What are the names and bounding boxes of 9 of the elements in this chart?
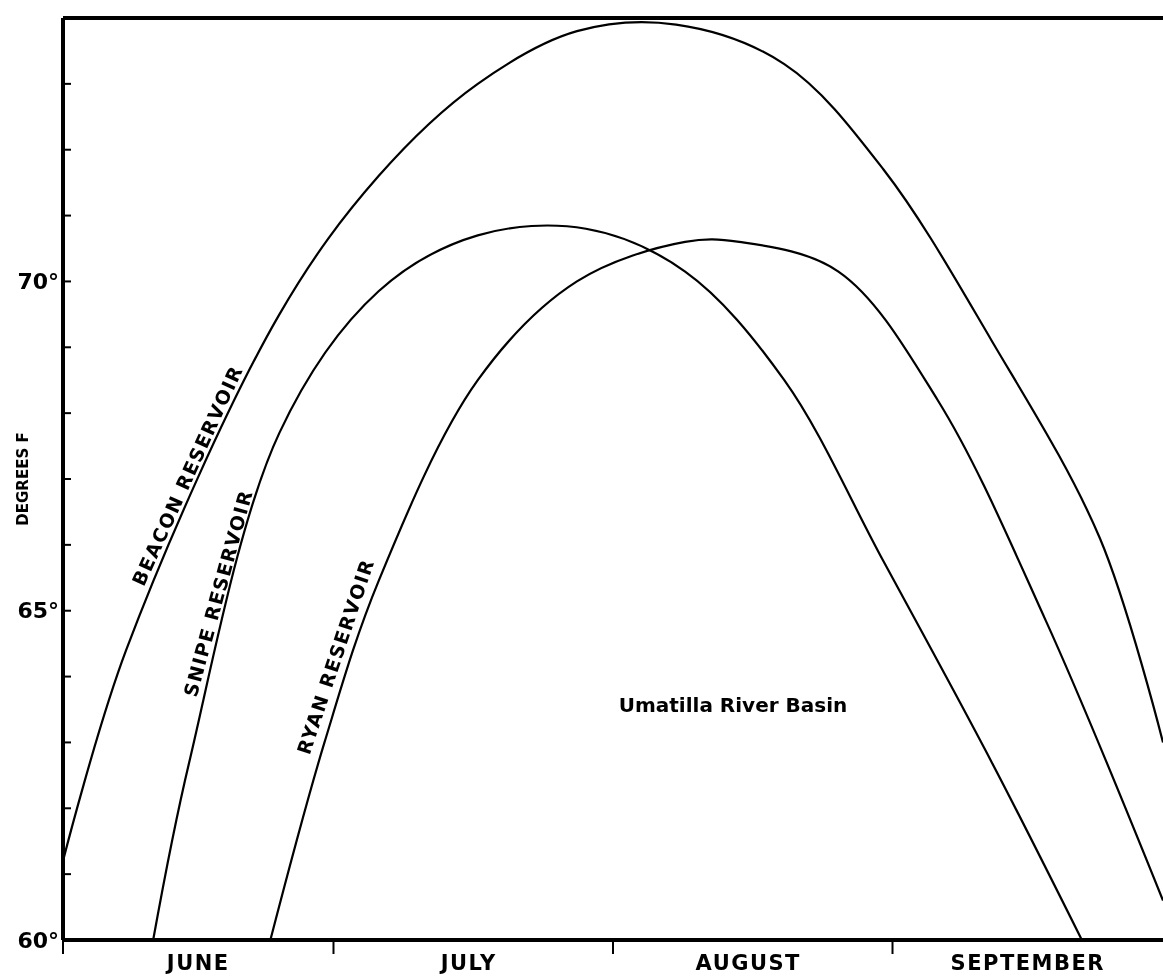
y-axis-title: DEGREES F	[14, 432, 32, 526]
y-tick-label: 70°	[17, 269, 59, 295]
x-tick-label: SEPTEMBER	[950, 951, 1105, 975]
x-tick-label: JUNE	[164, 951, 230, 975]
x-tick-label: JULY	[438, 951, 497, 975]
x-tick-label: AUGUST	[695, 951, 801, 975]
y-tick-label: 65°	[17, 598, 59, 624]
y-tick-label: 60°	[17, 927, 59, 953]
annotation: Umatilla River Basin	[618, 693, 848, 717]
